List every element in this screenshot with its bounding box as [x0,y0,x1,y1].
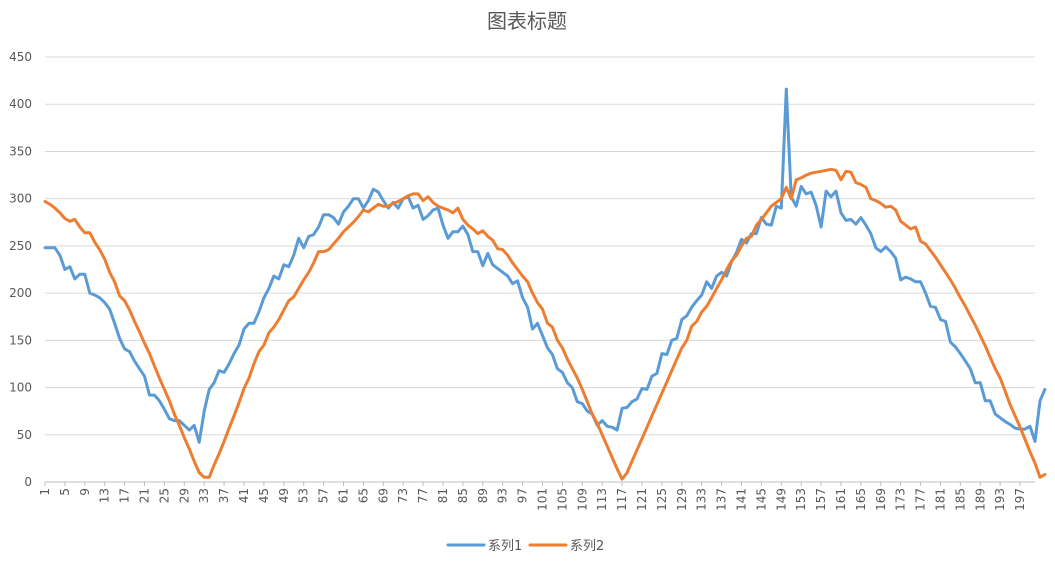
y-tick-label: 300 [9,192,32,206]
y-tick-label: 0 [24,475,32,489]
series-lines [43,87,1047,481]
x-tick-label: 189 [973,488,987,511]
x-tick-label: 33 [197,488,211,503]
x-tick-label: 49 [277,488,291,503]
x-tick-label: 29 [177,488,191,503]
x-tick-label: 57 [317,488,331,503]
y-tick-label: 150 [9,333,32,347]
x-tick-label: 53 [297,488,311,503]
y-tick-label: 400 [9,97,32,111]
legend-label-2: 系列2 [570,539,604,554]
x-tick-label: 97 [516,488,530,503]
y-tick-label: 450 [9,50,32,64]
x-tick-label: 37 [217,488,231,503]
x-tick-label: 1 [38,488,52,496]
x-tick-label: 117 [615,488,629,511]
y-tick-label: 350 [9,144,32,158]
y-tick-label: 250 [9,239,32,253]
x-tick-label: 193 [993,488,1007,511]
y-axis-ticks: 0 50 100 150 200 250 300 350 400 450 [9,50,32,489]
x-tick-label: 13 [98,488,112,503]
x-tick-label: 141 [734,488,748,511]
x-tick-label: 145 [754,488,768,511]
x-axis-ticks: 1 5 9 13 17 21 25 29 33 37 41 45 49 53 57 61 65 69 73 77 81 8… [38,482,1027,511]
x-tick-label: 113 [595,488,609,511]
x-tick-label: 73 [396,488,410,503]
x-tick-label: 93 [496,488,510,503]
x-tick-label: 133 [695,488,709,511]
x-tick-label: 85 [456,488,470,503]
x-tick-label: 161 [834,488,848,511]
x-tick-label: 125 [655,488,669,511]
x-tick-label: 109 [575,488,589,511]
x-tick-label: 89 [476,488,490,503]
x-tick-label: 165 [854,488,868,511]
x-tick-label: 9 [78,488,92,496]
x-tick-label: 69 [376,488,390,503]
x-tick-label: 65 [356,488,370,503]
x-tick-label: 45 [257,488,271,503]
x-tick-label: 169 [874,488,888,511]
y-tick-label: 100 [9,381,32,395]
series-line-2 [43,167,1047,481]
chart-title: 图表标题 [487,9,567,33]
legend-label-1: 系列1 [488,539,522,554]
x-tick-label: 137 [715,488,729,511]
x-tick-label: 121 [635,488,649,511]
x-tick-label: 5 [58,488,72,496]
x-tick-label: 177 [914,488,928,511]
x-tick-label: 41 [237,488,251,503]
x-tick-label: 77 [416,488,430,503]
x-tick-label: 81 [436,488,450,503]
series-line-1 [43,87,1047,444]
x-tick-label: 153 [794,488,808,511]
x-tick-label: 149 [774,488,788,511]
x-tick-label: 25 [157,488,171,503]
x-tick-label: 129 [675,488,689,511]
x-tick-label: 181 [933,488,947,511]
x-tick-label: 101 [535,488,549,511]
x-tick-label: 173 [894,488,908,511]
x-tick-label: 21 [137,488,151,503]
legend: 系列1 系列2 [446,539,604,554]
x-tick-label: 197 [1013,488,1027,511]
y-tick-label: 200 [9,286,32,300]
x-tick-label: 157 [814,488,828,511]
x-tick-label: 185 [953,488,967,511]
x-tick-label: 105 [555,488,569,511]
x-tick-label: 61 [336,488,350,503]
y-tick-label: 50 [17,428,32,442]
x-tick-label: 17 [118,488,132,503]
